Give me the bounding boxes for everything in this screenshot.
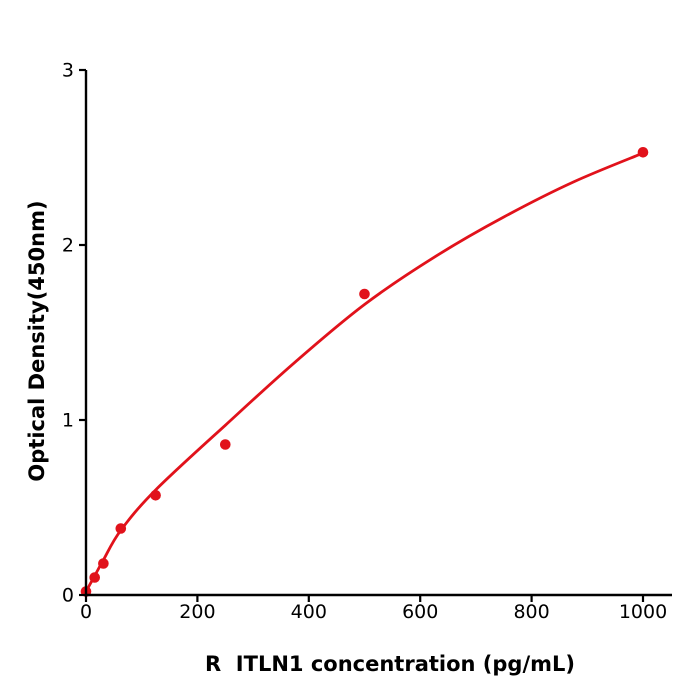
data-point <box>115 523 127 534</box>
fit-curve <box>84 151 644 593</box>
y-tick-label: 3 <box>62 60 74 82</box>
data-point <box>98 558 109 569</box>
x-tick-label: 600 <box>402 601 438 623</box>
y-tick-label: 0 <box>62 585 74 607</box>
x-tick-label: 400 <box>291 601 327 623</box>
y-tick-label: 2 <box>62 235 74 257</box>
x-tick-label: 0 <box>80 601 92 623</box>
x-tick-label: 800 <box>513 601 549 623</box>
data-point <box>150 490 161 501</box>
axis-spines <box>84 70 672 597</box>
x-tick-label: 200 <box>179 601 215 623</box>
y-axis-title: Optical Density(450nm) <box>25 200 49 482</box>
data-point <box>359 288 370 300</box>
y-tick-label: 1 <box>62 410 74 432</box>
x-tick-label: 1000 <box>619 601 667 623</box>
data-point <box>220 439 231 450</box>
x-axis-title: R ITLN1 concentration (pg/mL) <box>205 652 575 676</box>
data-point <box>637 147 649 158</box>
data-point <box>89 572 100 583</box>
